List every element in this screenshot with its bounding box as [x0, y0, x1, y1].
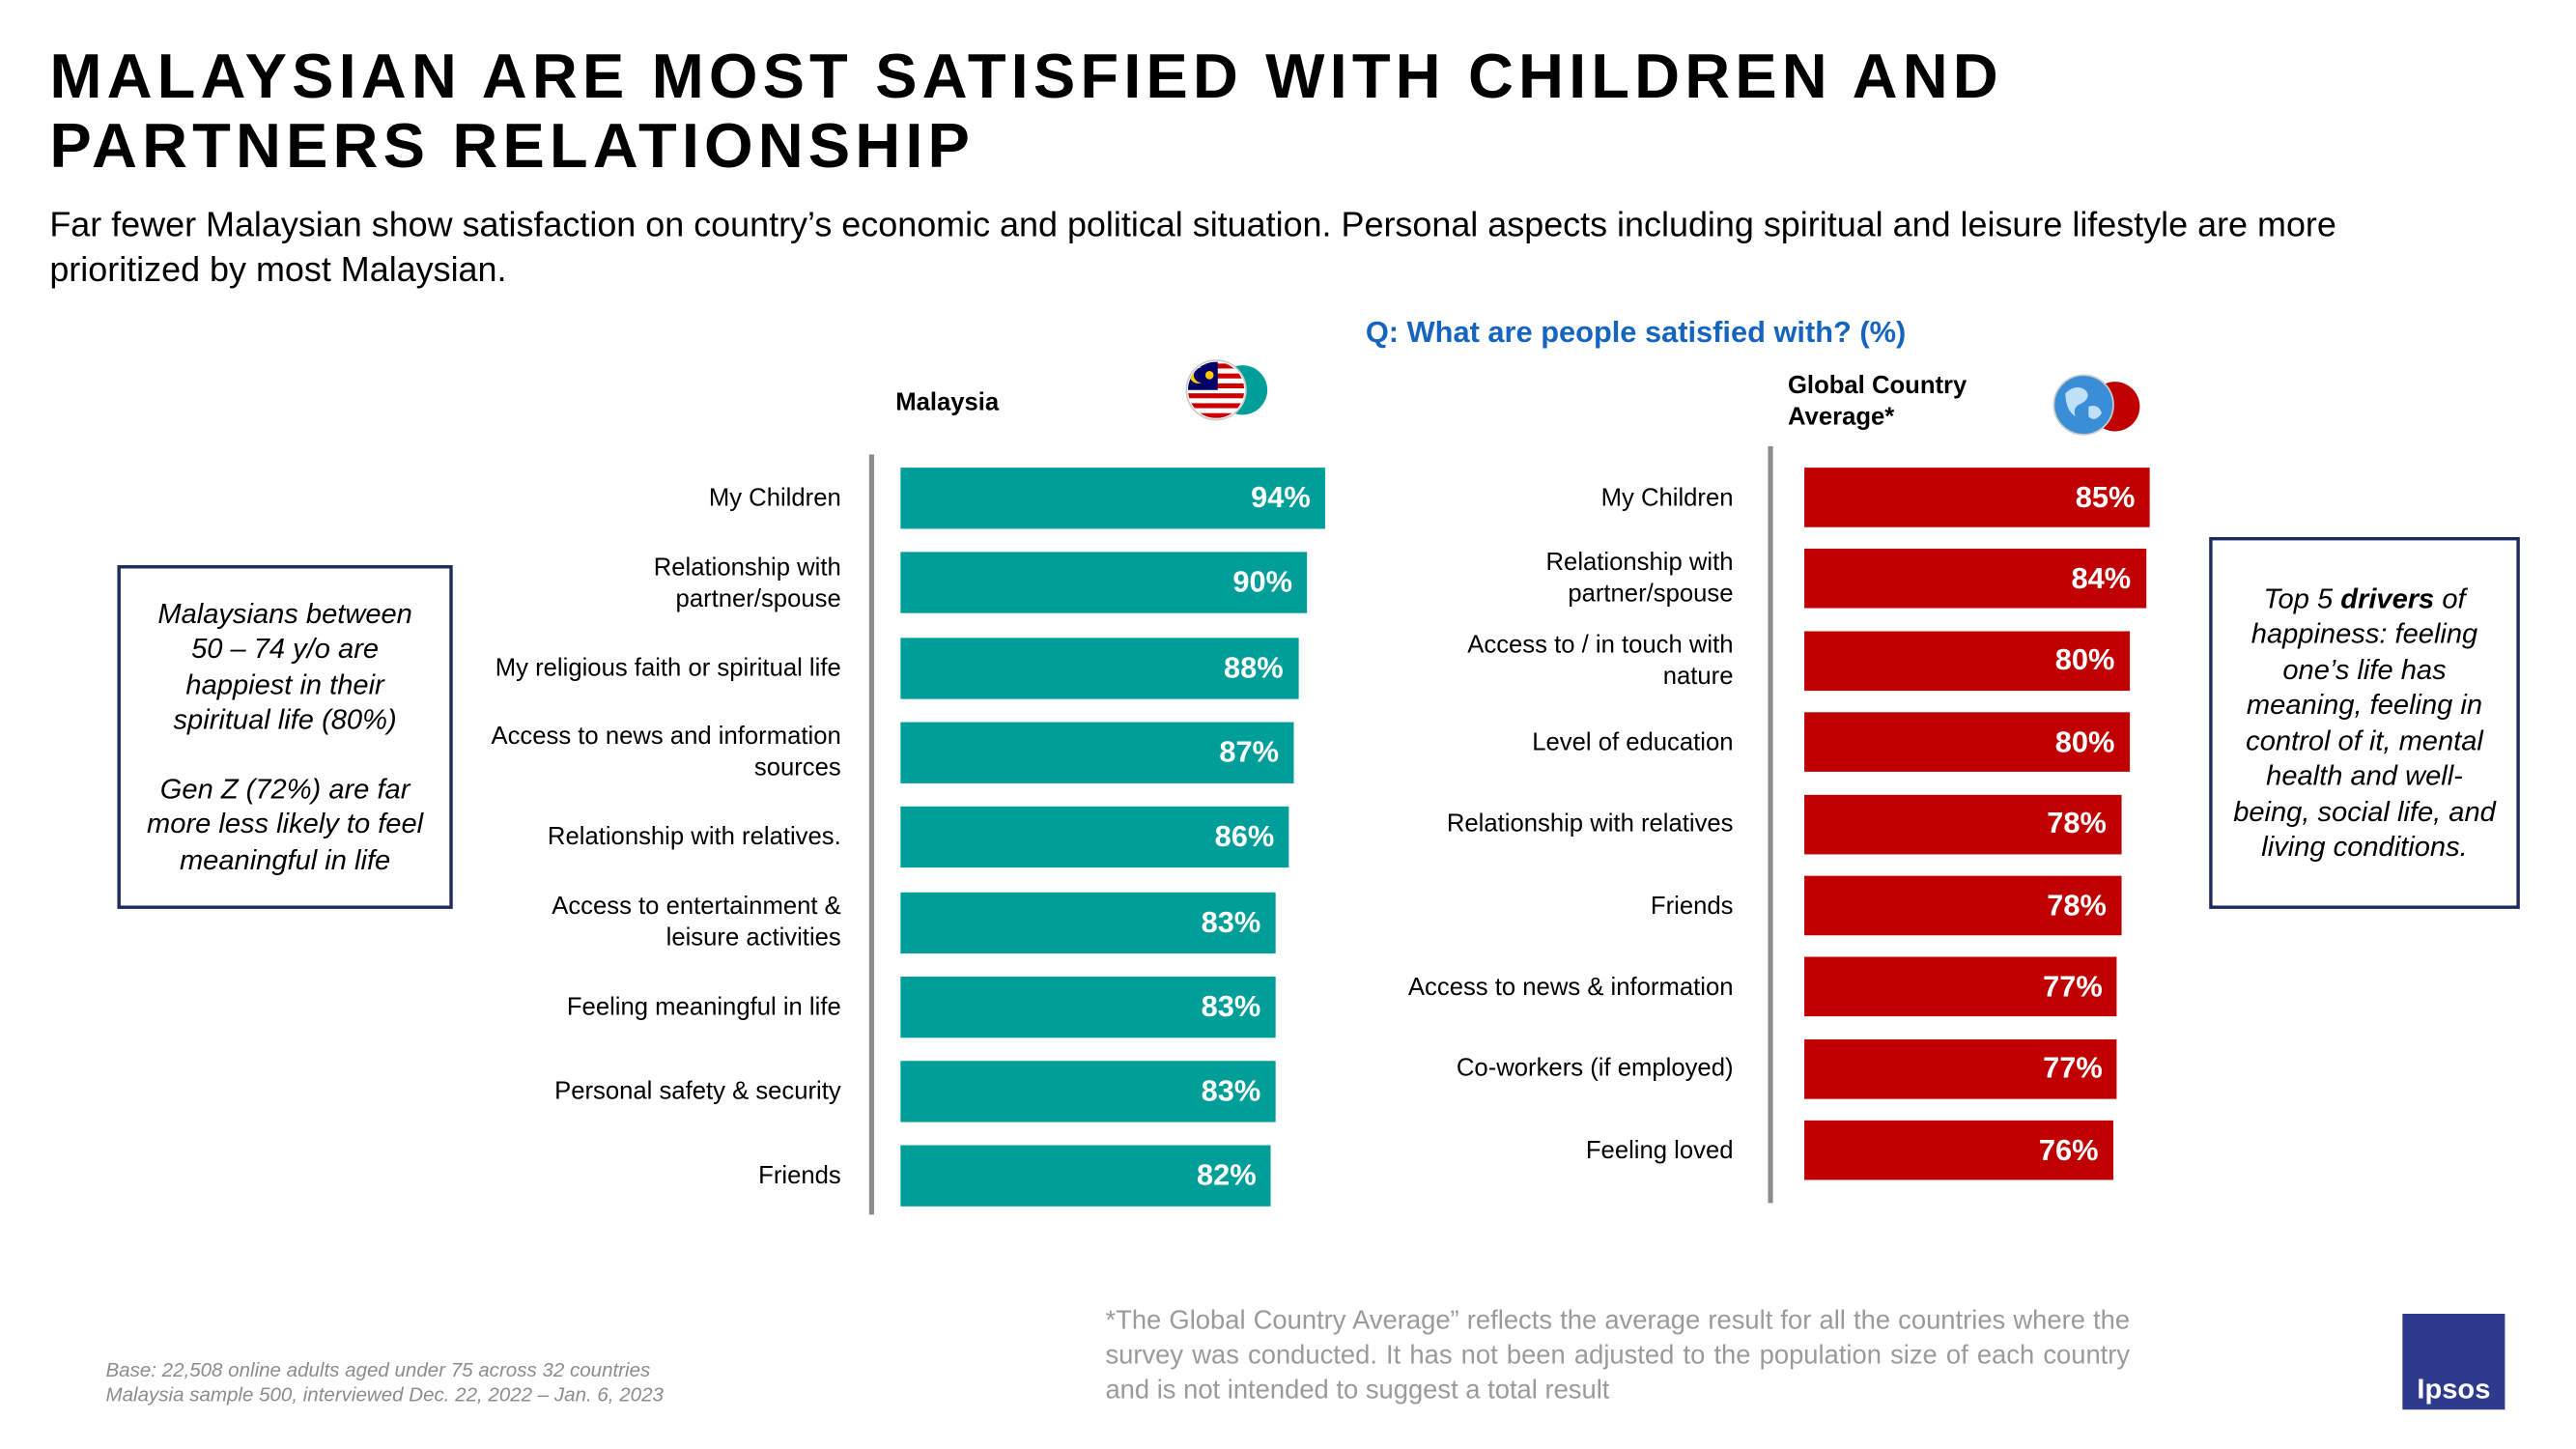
- category-label: Friends: [758, 1162, 841, 1191]
- axis-line: [1768, 445, 1773, 1204]
- note-text: Malaysians between 50 – 74 y/o are happi…: [157, 597, 412, 736]
- category-label: My Children: [1600, 483, 1734, 512]
- value-label: 78%: [2047, 806, 2107, 840]
- malaysia-flag-icon: [1185, 359, 1268, 421]
- page-title: MALAYSIAN ARE MOST SATISFIED WITH CHILDR…: [49, 43, 2003, 183]
- category-label: Level of education: [1532, 727, 1734, 756]
- bar: 94%: [900, 468, 1326, 529]
- value-label: 84%: [2071, 561, 2132, 595]
- bar: 85%: [1804, 468, 2150, 527]
- value-label: 83%: [1201, 1074, 1261, 1108]
- bar: 86%: [900, 807, 1289, 868]
- value-label: 78%: [2047, 888, 2107, 922]
- footnote: *The Global Country Average” reflects th…: [1105, 1307, 2131, 1406]
- subtitle: Far fewer Malaysian show satisfaction on…: [49, 206, 2336, 290]
- value-label: 76%: [2038, 1133, 2099, 1167]
- base-line: Base: 22,508 online adults aged under 75…: [105, 1358, 651, 1382]
- bar: 78%: [1804, 794, 2122, 854]
- chart-title: Malaysia: [895, 388, 1000, 417]
- logo: Ipsos: [2402, 1314, 2505, 1410]
- bar: 78%: [1804, 875, 2122, 936]
- bar: 82%: [900, 1146, 1271, 1208]
- value-label: 83%: [1201, 904, 1261, 938]
- right-note-box: Top 5 drivers of happiness: feeling one’…: [2209, 536, 2520, 909]
- bar: 87%: [900, 722, 1294, 783]
- category-label: Feeling meaningful in life: [566, 992, 841, 1021]
- value-label: 90%: [1232, 565, 1293, 599]
- note-emphasis: drivers: [2340, 582, 2435, 614]
- value-label: 80%: [2054, 642, 2115, 677]
- value-label: 82%: [1196, 1158, 1257, 1193]
- category-label: Access to news & information: [1407, 973, 1734, 1002]
- category-label: Feeling loved: [1585, 1136, 1734, 1165]
- category-label: Co-workers (if employed): [1456, 1054, 1734, 1084]
- bar: 77%: [1804, 957, 2118, 1017]
- value-label: 87%: [1219, 735, 1279, 769]
- globe-icon: [2052, 374, 2140, 436]
- bar: 83%: [900, 1061, 1276, 1122]
- category-label: Access to news and information sources: [491, 723, 841, 782]
- category-label: My religious faith or spiritual life: [495, 653, 841, 682]
- note-text: Top 5: [2263, 582, 2341, 614]
- base-line: Malaysia sample 500, interviewed Dec. 22…: [105, 1382, 664, 1406]
- bar: 80%: [1804, 712, 2130, 773]
- value-label: 77%: [2043, 1051, 2103, 1085]
- bar: 84%: [1804, 549, 2146, 610]
- value-label: 94%: [1251, 480, 1311, 515]
- category-label: Relationship with relatives: [1446, 810, 1734, 838]
- category-label: Access to entertainment & leisure activi…: [552, 892, 841, 952]
- category-label: Personal safety & security: [554, 1077, 841, 1106]
- bar: 77%: [1804, 1038, 2118, 1099]
- category-label: My Children: [708, 484, 841, 513]
- question: Q: What are people satisfied with? (%): [1365, 315, 1907, 349]
- bar: 88%: [900, 637, 1299, 698]
- chart-title: Global Country Average*: [1787, 371, 1967, 432]
- value-label: 83%: [1201, 989, 1261, 1023]
- note-text: Gen Z (72%) are far more less likely to …: [147, 773, 424, 876]
- category-label: Relationship with partner/spouse: [653, 553, 841, 613]
- left-note-box: Malaysians between 50 – 74 y/o are happi…: [117, 565, 453, 909]
- category-label: Relationship with relatives.: [547, 823, 841, 852]
- bar: 83%: [900, 891, 1276, 953]
- category-label: Relationship with partner/spouse: [1545, 549, 1734, 610]
- value-label: 85%: [2075, 479, 2136, 514]
- bar: 76%: [1804, 1121, 2113, 1180]
- value-label: 77%: [2043, 969, 2103, 1004]
- category-label: Access to / in touch with nature: [1467, 631, 1734, 691]
- bar: 83%: [900, 976, 1276, 1037]
- bar: 90%: [900, 552, 1308, 614]
- note-text: of happiness: feeling one’s life has mea…: [2233, 582, 2496, 863]
- value-label: 86%: [1214, 819, 1275, 854]
- bar: 80%: [1804, 631, 2130, 691]
- value-label: 88%: [1224, 650, 1284, 684]
- note-text: Top 5 drivers of happiness: feeling one’…: [2232, 581, 2497, 865]
- axis-line: [868, 454, 874, 1215]
- value-label: 80%: [2054, 724, 2115, 758]
- base-note: Base: 22,508 online adults aged under 75…: [105, 1358, 663, 1407]
- category-label: Friends: [1650, 891, 1734, 921]
